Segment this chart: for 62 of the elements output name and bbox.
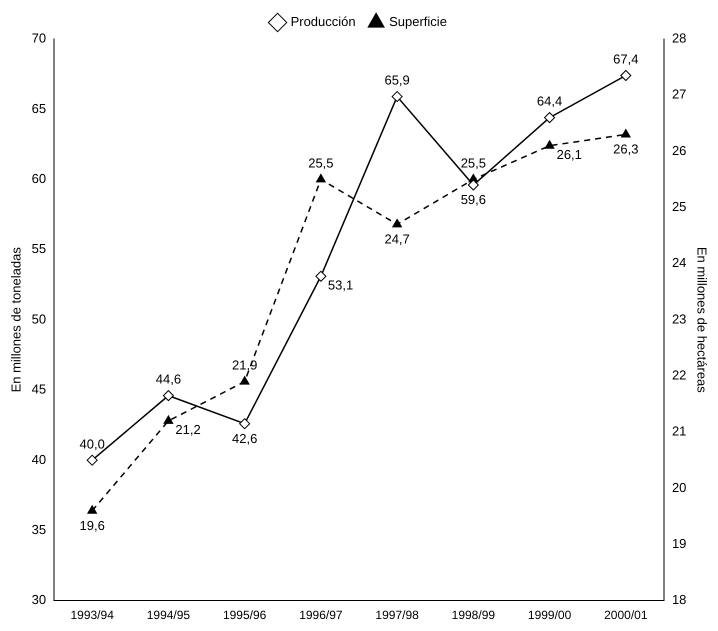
data-label: 26,1 bbox=[556, 146, 582, 162]
y-tick-label: 30 bbox=[32, 592, 46, 608]
legend-label: Producción bbox=[290, 14, 356, 30]
point bbox=[316, 174, 326, 182]
y2-tick-label: 18 bbox=[672, 592, 686, 608]
point bbox=[620, 70, 632, 82]
x-tick-label: 1998/99 bbox=[452, 608, 496, 622]
y-tick-label: 55 bbox=[32, 241, 46, 256]
point bbox=[86, 454, 98, 466]
x-tick-label: 1997/98 bbox=[375, 608, 420, 622]
y2-tick-label: 25 bbox=[672, 199, 686, 214]
data-label: 67,4 bbox=[613, 52, 638, 67]
y-tick-label: 50 bbox=[32, 311, 46, 326]
y2-tick-label: 26 bbox=[672, 142, 686, 158]
y2-tick-label: 20 bbox=[672, 480, 686, 495]
y-tick-label: 45 bbox=[32, 382, 46, 397]
data-label: 24,7 bbox=[384, 231, 410, 246]
x-tick-label: 1999/00 bbox=[528, 608, 572, 622]
point bbox=[162, 390, 174, 402]
y-axis-title: En millones de toneladas bbox=[8, 246, 24, 392]
y-tick-label: 65 bbox=[32, 100, 46, 116]
y2-tick-label: 21 bbox=[672, 424, 686, 439]
y2-tick-label: 22 bbox=[672, 368, 686, 383]
data-label: 19,6 bbox=[80, 518, 105, 533]
point bbox=[392, 218, 402, 228]
point bbox=[240, 376, 250, 385]
y2-axis-title: En millones de hectáreas bbox=[694, 246, 710, 394]
data-label: 65,9 bbox=[384, 72, 410, 88]
data-label: 53,1 bbox=[328, 277, 354, 292]
y2-tick-label: 28 bbox=[672, 30, 686, 46]
y-tick-label: 40 bbox=[32, 452, 46, 467]
data-label: 42,6 bbox=[232, 430, 258, 446]
x-tick-label: 1994/95 bbox=[146, 608, 190, 622]
point bbox=[392, 91, 403, 102]
point bbox=[468, 180, 479, 191]
x-tick-label: 1996/97 bbox=[299, 608, 343, 622]
data-label: 21,2 bbox=[175, 422, 201, 437]
data-label: 25,5 bbox=[308, 155, 334, 170]
point bbox=[544, 112, 556, 124]
data-label: 64,4 bbox=[536, 94, 562, 109]
point bbox=[239, 418, 250, 430]
data-label: 59,6 bbox=[460, 192, 486, 208]
point bbox=[164, 415, 174, 424]
y2-tick-label: 24 bbox=[672, 255, 686, 270]
y-tick-label: 60 bbox=[32, 170, 46, 186]
point bbox=[87, 505, 98, 514]
x-tick-label: 1995/96 bbox=[222, 608, 267, 622]
point bbox=[315, 270, 326, 282]
data-label: 40,0 bbox=[80, 436, 105, 452]
y2-tick-label: 19 bbox=[672, 536, 686, 552]
y2-tick-label: 23 bbox=[672, 311, 686, 326]
point bbox=[620, 128, 631, 138]
y2-tick-label: 27 bbox=[672, 86, 686, 102]
data-label: 44,6 bbox=[156, 372, 182, 387]
legend-label: Superficie bbox=[389, 14, 447, 30]
y-tick-label: 35 bbox=[32, 522, 46, 537]
point bbox=[544, 140, 554, 149]
y-tick-label: 70 bbox=[32, 30, 46, 46]
data-label: 26,3 bbox=[613, 142, 638, 157]
x-tick-label: 1993/94 bbox=[70, 608, 114, 622]
x-tick-label: 2000/01 bbox=[604, 608, 648, 622]
data-label: 25,5 bbox=[460, 155, 486, 170]
